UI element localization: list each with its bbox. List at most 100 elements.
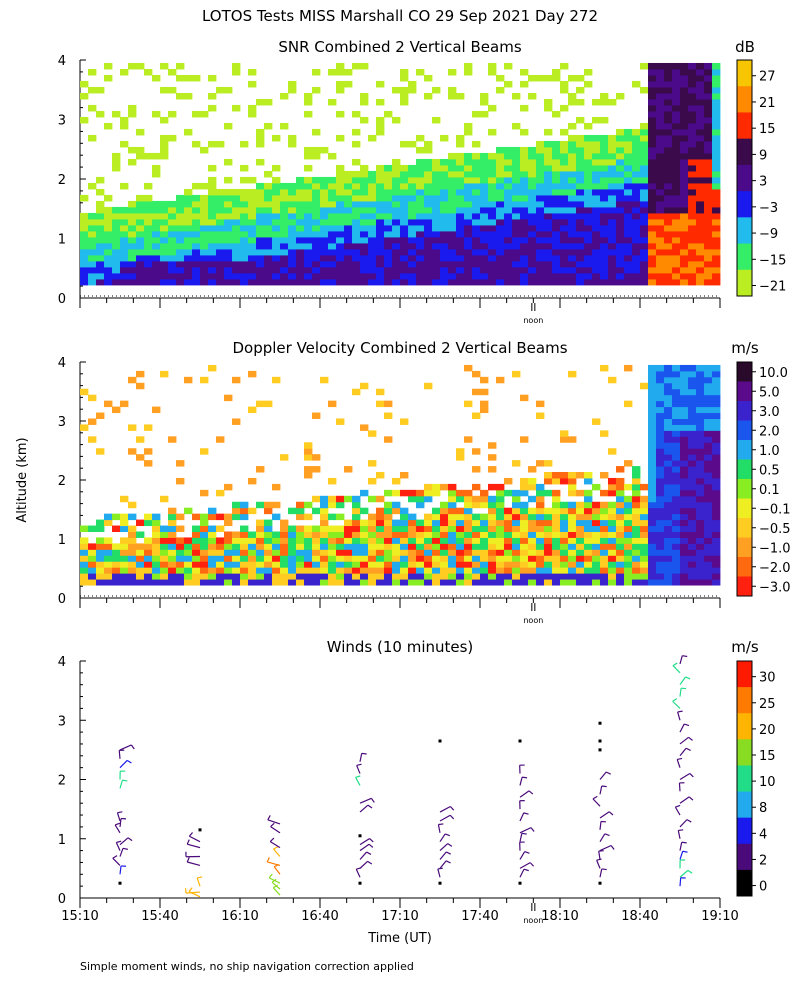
velocity-cell — [472, 537, 481, 544]
velocity-cell — [288, 531, 297, 538]
snr-cell — [560, 248, 569, 256]
snr-cell — [120, 224, 129, 232]
snr-cell — [552, 266, 561, 274]
velocity-cell — [528, 555, 537, 562]
snr-cell — [280, 248, 289, 256]
snr-cell — [512, 260, 521, 268]
velocity-cell — [424, 543, 433, 550]
snr-cell — [520, 206, 529, 214]
snr-cell — [216, 206, 225, 214]
snr-cell — [352, 278, 361, 286]
velocity-cell — [648, 561, 657, 568]
velocity-cell — [416, 573, 425, 580]
velocity-cell — [352, 495, 361, 503]
snr-cell — [328, 260, 337, 268]
snr-cell — [648, 62, 657, 70]
velocity-cell — [248, 561, 257, 568]
velocity-cell — [312, 567, 321, 574]
velocity-cell — [680, 376, 689, 384]
velocity-cell — [168, 537, 177, 544]
velocity-cell — [304, 472, 313, 479]
snr-cell — [624, 248, 633, 256]
snr-cell — [272, 176, 281, 184]
snr-cell — [496, 278, 505, 286]
colorbar-swatch — [737, 459, 752, 480]
velocity-cell — [392, 507, 401, 515]
snr-cell — [608, 200, 617, 208]
velocity-cell — [712, 394, 721, 402]
velocity-cell — [696, 477, 705, 485]
snr-cell — [424, 200, 433, 208]
velocity-cell — [136, 531, 145, 538]
snr-cell — [184, 272, 193, 280]
snr-cell — [664, 98, 673, 106]
snr-cell — [536, 224, 545, 232]
snr-cell — [160, 218, 169, 226]
snr-cell — [432, 194, 441, 202]
snr-cell — [520, 158, 529, 166]
snr-cell — [400, 194, 409, 202]
snr-cell — [336, 212, 345, 220]
snr-cell — [192, 182, 201, 190]
snr-cell — [208, 74, 217, 82]
snr-cell — [600, 146, 609, 154]
wind-barb-flag — [368, 843, 374, 848]
velocity-cell — [576, 489, 585, 497]
velocity-cell — [616, 579, 625, 586]
snr-cell — [344, 68, 353, 76]
snr-cell — [200, 194, 209, 202]
velocity-cell — [128, 555, 137, 562]
velocity-cell — [128, 567, 137, 574]
velocity-cell — [472, 448, 481, 455]
snr-cell — [496, 266, 505, 274]
snr-cell — [488, 230, 497, 238]
snr-cell — [248, 272, 257, 280]
snr-cell — [120, 272, 129, 280]
snr-cell — [232, 62, 241, 70]
snr-cell — [368, 170, 377, 178]
snr-cell — [672, 86, 681, 94]
snr-cell — [552, 164, 561, 172]
snr-cell — [232, 278, 241, 286]
snr-cell — [424, 206, 433, 214]
snr-cell — [400, 188, 409, 196]
snr-cell — [248, 110, 257, 118]
snr-cell — [360, 230, 369, 238]
snr-cell — [264, 242, 273, 250]
snr-cell — [328, 272, 337, 280]
colorbar-label: 10.0 — [759, 366, 788, 381]
wind-barb — [678, 782, 681, 792]
snr-cell — [272, 242, 281, 250]
velocity-cell — [616, 477, 625, 485]
snr-cell — [464, 206, 473, 214]
snr-cell — [352, 200, 361, 208]
snr-cell — [520, 260, 529, 268]
wind-barb — [599, 771, 607, 780]
snr-cell — [624, 266, 633, 274]
velocity-cell — [416, 579, 425, 586]
snr-cell — [608, 278, 617, 286]
snr-cell — [440, 248, 449, 256]
snr-cell — [336, 170, 345, 178]
velocity-cell — [192, 537, 201, 544]
velocity-cell — [552, 579, 561, 586]
velocity-cell — [664, 501, 673, 509]
snr-cell — [200, 254, 209, 262]
snr-cell — [648, 194, 657, 202]
velocity-cell — [528, 507, 537, 515]
snr-cell — [88, 230, 97, 238]
snr-cell — [312, 260, 321, 268]
velocity-cell — [528, 537, 537, 544]
velocity-cell — [496, 495, 505, 503]
snr-cell — [592, 194, 601, 202]
snr-cell — [624, 206, 633, 214]
snr-cell — [184, 218, 193, 226]
snr-cell — [560, 278, 569, 286]
wind-barb — [196, 877, 201, 887]
snr-cell — [680, 236, 689, 244]
velocity-cell — [672, 507, 681, 515]
velocity-cell — [544, 537, 553, 544]
snr-cell — [584, 158, 593, 166]
velocity-cell — [432, 543, 441, 550]
snr-cell — [672, 164, 681, 172]
